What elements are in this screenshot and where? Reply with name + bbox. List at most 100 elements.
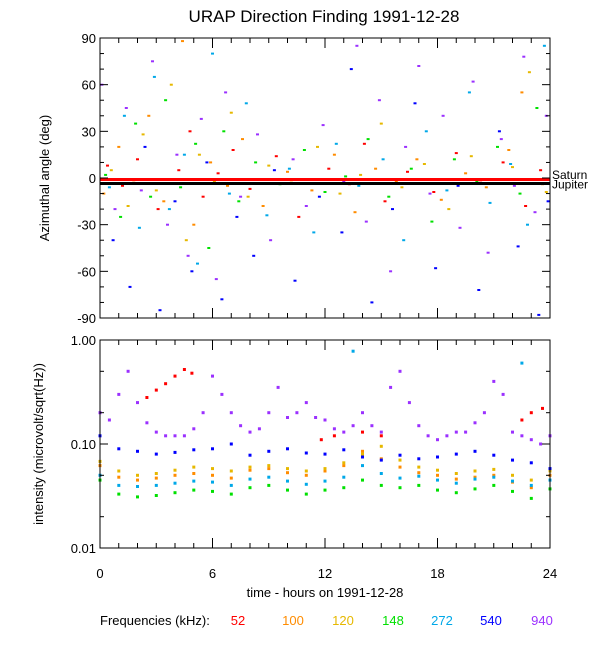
- legend-item-120khz: 120: [332, 613, 354, 628]
- intensity-point-272khz: [473, 477, 477, 481]
- azimuth-point-940khz: [256, 133, 259, 136]
- azimuth-point-120khz: [400, 186, 404, 189]
- intensity-point-120khz: [398, 458, 402, 462]
- intensity-point-940khz: [248, 430, 252, 434]
- intensity-point-272khz: [286, 479, 289, 483]
- azimuth-point-540khz: [272, 169, 276, 172]
- azimuth-point-120khz: [229, 111, 233, 114]
- azimuth-point-52khz: [501, 161, 505, 164]
- intensity-point-148khz: [342, 486, 346, 490]
- azimuth-point-940khz: [342, 180, 346, 183]
- azimuth-point-148khz: [207, 247, 211, 249]
- intensity-point-100khz: [417, 471, 421, 475]
- intensity-point-100khz: [229, 476, 233, 480]
- azimuth-point-52khz: [362, 142, 366, 145]
- azimuth-point-100khz: [464, 172, 468, 175]
- intensity-point-940khz: [211, 374, 214, 378]
- intensity-point-100khz: [361, 449, 364, 453]
- intensity-point-272khz: [351, 349, 355, 353]
- azimuth-point-540khz: [190, 270, 194, 273]
- azimuth-point-52khz: [231, 149, 235, 151]
- intensity-point-540khz: [248, 453, 252, 457]
- intensity-point-148khz: [379, 483, 383, 487]
- intensity-point-120khz: [117, 469, 121, 473]
- intensity-point-540khz: [342, 448, 346, 452]
- azimuth-point-100khz: [117, 145, 121, 148]
- intensity-point-940khz: [464, 430, 468, 434]
- azimuth-point-272khz: [381, 158, 385, 161]
- azimuth-point-940khz: [151, 60, 154, 63]
- legend-item-100khz: 100: [282, 613, 304, 628]
- intensity-point-148khz: [417, 483, 421, 487]
- azimuth-point-540khz: [220, 298, 224, 301]
- azimuth-point-940khz: [486, 251, 490, 254]
- azimuth-point-120khz: [154, 189, 158, 192]
- intensity-point-100khz: [473, 475, 477, 479]
- azimuth-point-52khz: [188, 130, 192, 133]
- intensity-point-272khz: [520, 361, 524, 365]
- azimuth-point-100khz: [181, 40, 184, 43]
- intensity-point-148khz: [286, 488, 289, 492]
- x-tick-label: 12: [318, 566, 332, 581]
- legend-item-52khz: 52: [231, 613, 245, 628]
- azimuth-point-52khz: [106, 164, 109, 167]
- azimuth-y-tick-label: 0: [89, 171, 96, 186]
- azimuth-point-52khz: [156, 208, 160, 211]
- intensity-point-100khz: [211, 473, 214, 477]
- intensity-point-940khz: [304, 401, 308, 405]
- intensity-point-272khz: [342, 475, 346, 479]
- azimuth-point-100khz: [162, 200, 166, 203]
- intensity-point-148khz: [529, 496, 533, 500]
- intensity-point-940khz: [286, 416, 289, 419]
- azimuth-point-940khz: [124, 107, 128, 109]
- intensity-point-540khz: [436, 455, 439, 459]
- intensity-y-tick-label: 1.00: [71, 333, 96, 348]
- intensity-point-148khz: [173, 491, 177, 495]
- azimuth-point-272khz: [312, 231, 316, 234]
- intensity-point-940khz: [482, 411, 486, 415]
- azimuth-point-540khz: [537, 313, 541, 316]
- intensity-point-100khz: [136, 478, 139, 482]
- intensity-point-940khz: [501, 392, 505, 396]
- intensity-point-940khz: [276, 385, 280, 389]
- azimuth-point-540khz: [173, 200, 177, 203]
- azimuth-point-940khz: [186, 254, 190, 257]
- x-tick-label: 6: [209, 566, 216, 581]
- azimuth-point-940khz: [239, 195, 243, 198]
- azimuth-point-120khz: [267, 164, 271, 167]
- intensity-point-940khz: [351, 424, 355, 428]
- intensity-point-272khz: [379, 472, 383, 475]
- azimuth-point-272khz: [152, 75, 156, 78]
- azimuth-point-148khz: [387, 195, 391, 198]
- intensity-point-148khz: [436, 488, 439, 492]
- intensity-point-120khz: [492, 467, 496, 471]
- azimuth-point-272khz: [265, 214, 269, 217]
- intensity-point-940khz: [454, 430, 458, 434]
- intensity-point-148khz: [117, 492, 121, 496]
- intensity-point-120khz: [342, 461, 346, 465]
- x-axis-label: time - hours on 1991-12-28: [247, 585, 404, 600]
- azimuth-point-272khz: [122, 114, 126, 117]
- azimuth-point-540khz: [111, 239, 115, 242]
- azimuth-point-120khz: [169, 83, 173, 86]
- azimuth-point-272khz: [334, 142, 338, 145]
- azimuth-point-940khz: [512, 184, 516, 187]
- intensity-point-540khz: [173, 450, 177, 454]
- intensity-point-540khz: [417, 457, 421, 461]
- azimuth-point-148khz: [535, 107, 539, 109]
- intensity-point-272khz: [248, 477, 252, 481]
- intensity-point-52khz: [520, 418, 524, 422]
- intensity-point-120khz: [529, 478, 533, 482]
- intensity-point-100khz: [436, 473, 439, 477]
- azimuth-point-940khz: [355, 44, 359, 47]
- intensity-point-100khz: [173, 473, 177, 477]
- azimuth-point-100khz: [192, 223, 196, 226]
- azimuth-point-540khz: [434, 267, 438, 270]
- intensity-point-120khz: [248, 465, 252, 469]
- legend-item-940khz: 940: [531, 613, 553, 628]
- azimuth-point-940khz: [471, 80, 475, 83]
- intensity-point-940khz: [182, 434, 186, 438]
- azimuth-point-272khz: [526, 223, 529, 226]
- intensity-point-940khz: [257, 427, 261, 431]
- intensity-point-272khz: [229, 483, 233, 487]
